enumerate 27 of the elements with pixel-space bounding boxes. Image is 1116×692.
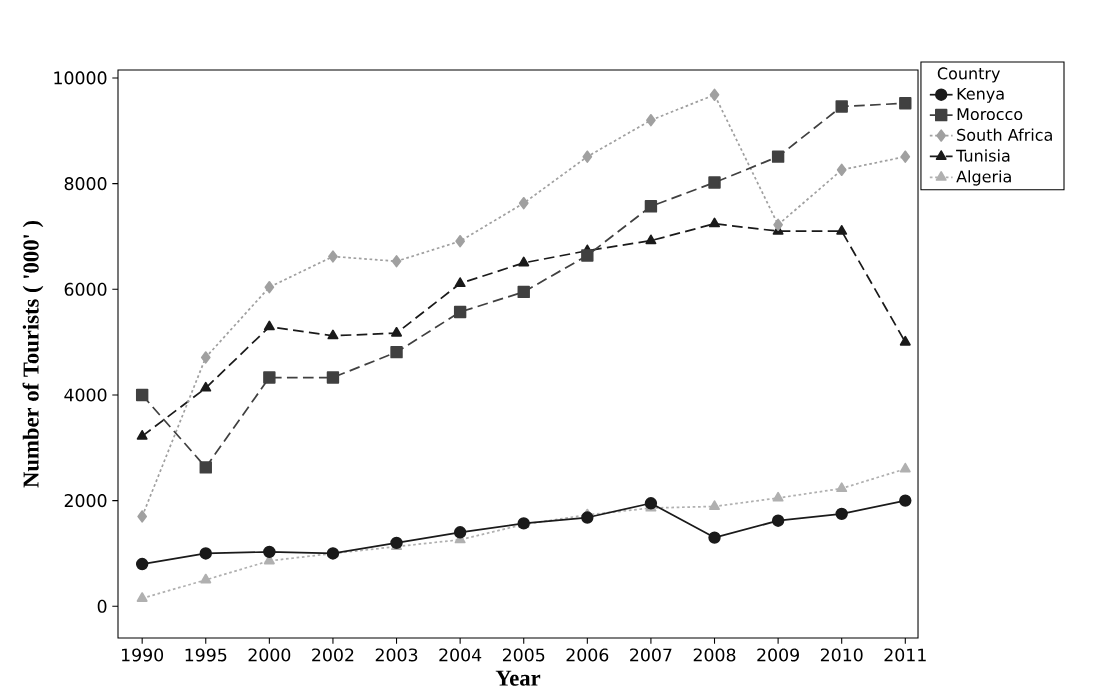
x-tick-label: 2010 <box>820 648 863 662</box>
x-tick-label: 1995 <box>185 648 227 662</box>
x-tick-label: 2011 <box>884 648 926 662</box>
x-tick-label: 2007 <box>630 648 672 662</box>
legend-label: Tunisia <box>956 149 1010 162</box>
x-tick-label: 2005 <box>502 648 545 662</box>
x-tick-label: 2003 <box>375 648 418 662</box>
y-tick-label: 8000 <box>64 177 107 191</box>
x-tick-label: 2004 <box>439 648 482 662</box>
x-tick-label: 2002 <box>312 648 354 662</box>
y-tick-label: 6000 <box>64 282 107 296</box>
x-tick-label: 2000 <box>248 648 291 662</box>
x-tick-label: 2009 <box>757 648 799 662</box>
x-tick-label: 2008 <box>693 648 736 662</box>
legend-title: Country <box>937 67 1000 83</box>
y-tick-label: 10000 <box>54 71 107 85</box>
y-axis-title: Number of Tourists ( '000' ) <box>22 221 44 488</box>
legend-label: Algeria <box>956 170 1011 186</box>
x-tick-label: 1990 <box>122 648 164 662</box>
legend-label: Kenya <box>957 87 1004 103</box>
legend-label: Morocco <box>957 108 1023 121</box>
x-axis-title: Year <box>495 670 541 686</box>
y-tick-label: 0 <box>97 599 107 613</box>
legend-label: South Africa <box>957 128 1052 141</box>
y-tick-label: 2000 <box>64 494 107 508</box>
x-tick-label: 2006 <box>566 648 609 662</box>
y-tick-label: 4000 <box>64 388 107 402</box>
